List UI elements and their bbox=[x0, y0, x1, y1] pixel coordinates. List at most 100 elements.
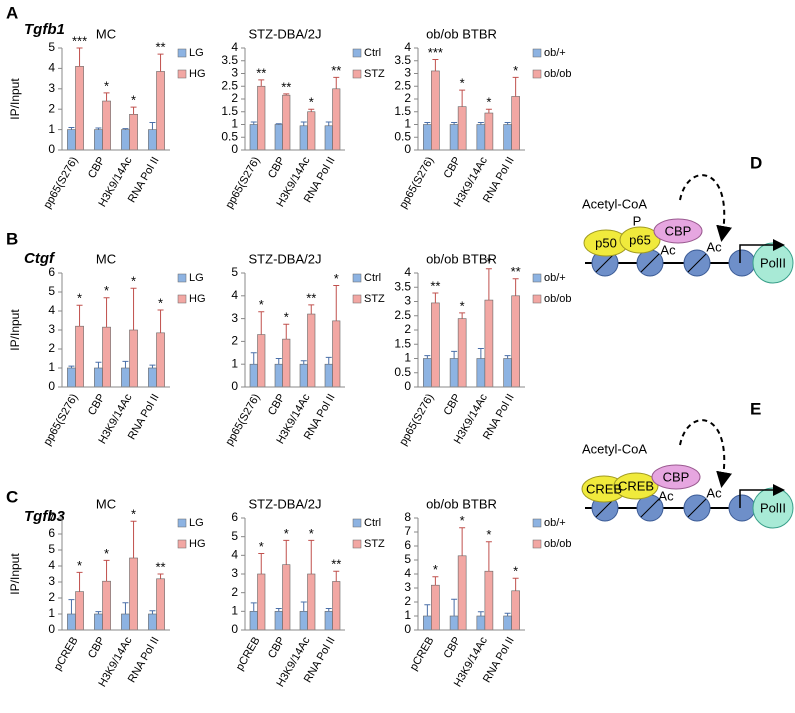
error-bar bbox=[275, 608, 282, 612]
significance: ** bbox=[306, 290, 316, 305]
y-tick-label: 5 bbox=[48, 40, 55, 54]
bar bbox=[282, 94, 291, 151]
bar bbox=[511, 590, 520, 631]
y-tick-label: 0.5 bbox=[394, 365, 411, 379]
y-tick-label: 3.5 bbox=[221, 53, 238, 67]
bar bbox=[299, 611, 308, 631]
error-bar bbox=[504, 121, 511, 125]
y-tick-label: 0 bbox=[404, 622, 411, 636]
y-tick-label: 1.5 bbox=[221, 104, 238, 118]
legend-swatch bbox=[352, 48, 362, 58]
x-tick-label: CBP bbox=[86, 392, 108, 418]
bar bbox=[282, 338, 291, 388]
bar bbox=[307, 313, 316, 388]
gene-name: Tgfb3 bbox=[24, 508, 65, 525]
acetyl-arrow bbox=[679, 419, 732, 488]
x-tick-label: pp65(S276) bbox=[223, 392, 262, 448]
y-tick-label: 2 bbox=[404, 91, 411, 105]
error-bar bbox=[485, 108, 492, 114]
y-tick-label: 6 bbox=[48, 526, 55, 540]
significance: ** bbox=[155, 40, 165, 55]
error-bar bbox=[512, 76, 519, 97]
legend-label: LG bbox=[189, 272, 204, 284]
bar bbox=[484, 570, 494, 631]
bar bbox=[332, 320, 341, 388]
error-bar bbox=[512, 278, 519, 296]
tss-arrow bbox=[739, 484, 785, 508]
y-tick-label: 2 bbox=[48, 101, 55, 115]
y-tick-label: 3.5 bbox=[394, 53, 411, 67]
legend-label: HG bbox=[189, 538, 206, 550]
bar bbox=[257, 573, 266, 631]
bar bbox=[75, 591, 84, 631]
x-tick-label: pp65(S276) bbox=[41, 155, 80, 211]
bar bbox=[94, 129, 103, 151]
x-tick-label: pp65(S276) bbox=[397, 155, 436, 211]
dna-wrap bbox=[595, 498, 707, 518]
error-bar bbox=[283, 93, 290, 96]
y-tick-label: 3 bbox=[231, 66, 238, 80]
bar bbox=[249, 363, 258, 388]
y-tick-label: 4 bbox=[48, 558, 55, 572]
y-tick-label: 0 bbox=[231, 379, 238, 393]
bar bbox=[274, 363, 283, 388]
error-bar bbox=[333, 570, 340, 582]
error-bar bbox=[451, 121, 458, 125]
error-bar bbox=[424, 121, 431, 125]
error-bar bbox=[157, 573, 164, 579]
y-tick-label: 1 bbox=[231, 356, 238, 370]
y-tick-label: 1 bbox=[404, 117, 411, 131]
y-tick-label: 8 bbox=[404, 510, 411, 524]
x-tick-label: CBP bbox=[442, 392, 464, 418]
significance: * bbox=[284, 526, 289, 541]
error-bar bbox=[283, 539, 290, 565]
bar bbox=[324, 363, 333, 388]
panel-letter: A bbox=[6, 3, 18, 22]
mark-label: Ac bbox=[706, 239, 722, 254]
bar bbox=[307, 111, 316, 151]
legend-swatch bbox=[532, 69, 542, 79]
bar bbox=[307, 573, 316, 631]
error-bar bbox=[275, 123, 282, 125]
error-bar bbox=[258, 552, 265, 574]
legend-label: HG bbox=[189, 293, 206, 305]
bar bbox=[449, 124, 459, 151]
y-tick-label: 1 bbox=[48, 606, 55, 620]
y-tick-label: 4 bbox=[48, 303, 55, 317]
y-tick-label: 7 bbox=[48, 510, 55, 524]
y-tick-label: 1 bbox=[404, 351, 411, 365]
mark-label: Ac bbox=[660, 242, 676, 257]
y-tick-label: 5 bbox=[231, 529, 238, 543]
error-bar bbox=[130, 287, 137, 330]
x-tick-label: pCREB bbox=[52, 635, 81, 673]
legend-label: ob/ob bbox=[544, 293, 572, 305]
error-bar bbox=[325, 356, 332, 365]
panel-letter: C bbox=[6, 487, 18, 506]
error-bar bbox=[432, 292, 439, 303]
phospho-label: P bbox=[633, 213, 642, 228]
error-bar bbox=[300, 601, 307, 612]
bar bbox=[476, 615, 486, 631]
error-bar bbox=[504, 612, 511, 616]
y-tick-label: 2 bbox=[48, 341, 55, 355]
coactivator bbox=[653, 218, 703, 244]
cofactor-label: Acetyl-CoA bbox=[582, 196, 647, 211]
error-bar bbox=[477, 611, 484, 616]
chart-title: ob/ob BTBR bbox=[426, 496, 497, 511]
bar bbox=[423, 358, 432, 388]
legend-swatch bbox=[352, 518, 362, 528]
error-bar bbox=[300, 360, 307, 365]
y-tick-label: 0 bbox=[404, 142, 411, 156]
significance: ** bbox=[331, 63, 341, 78]
coactivator-label: CBP bbox=[665, 223, 692, 238]
panel-letter: B bbox=[6, 229, 18, 248]
x-tick-label: CBP bbox=[266, 635, 288, 661]
y-tick-label: 1 bbox=[404, 608, 411, 622]
legend-label: LG bbox=[189, 517, 204, 529]
panel-letter: E bbox=[750, 399, 761, 418]
nucleosome bbox=[728, 249, 756, 277]
x-tick-label: CBP bbox=[86, 155, 108, 181]
error-bar bbox=[157, 309, 164, 333]
legend-label: STZ bbox=[364, 293, 385, 305]
